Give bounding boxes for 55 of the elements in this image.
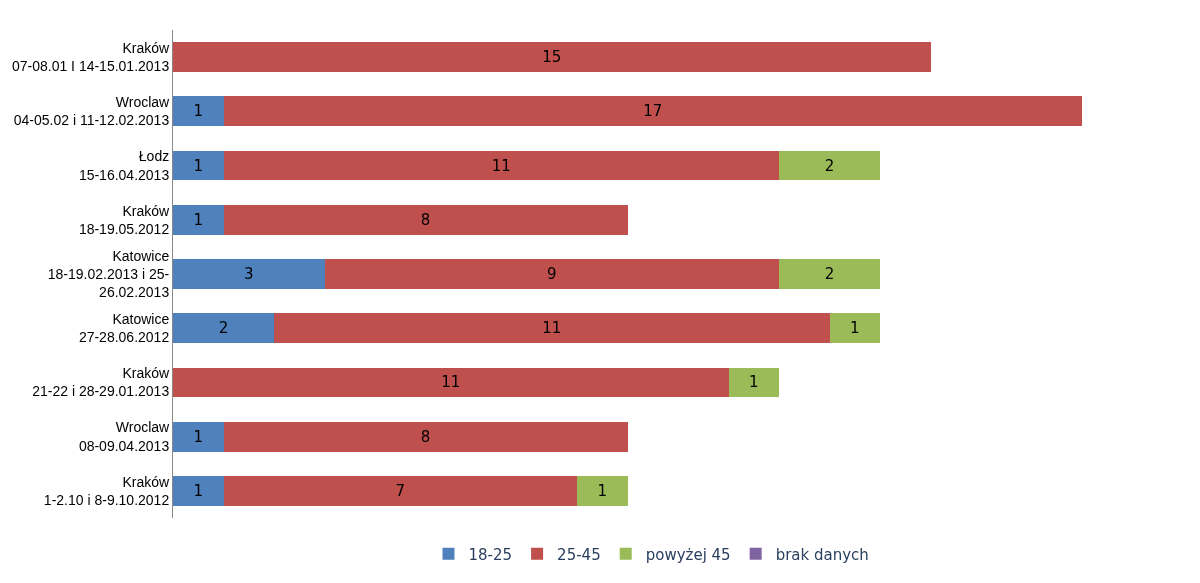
bar (223, 204, 628, 235)
y-tick-label: Kraków 21-22 i 28-29.01.2013 (32, 365, 171, 400)
data-label: 17 (643, 102, 663, 121)
data-label: 1 (193, 156, 204, 175)
data-label: 15 (542, 48, 562, 67)
legend-label: brak danych (775, 545, 869, 564)
y-tick-label: Katowice 27-28.06.2012 (78, 311, 170, 346)
bar (173, 150, 224, 181)
data-label: 3 (243, 265, 254, 283)
y-tick-label: Kraków 18-19.05.2012 (78, 202, 171, 237)
bar (274, 313, 830, 344)
data-label: 1 (193, 427, 204, 446)
data-label: 2 (824, 265, 835, 283)
data-label: 11 (491, 156, 511, 175)
data-label: 7 (395, 481, 406, 500)
data-label: 2 (824, 156, 835, 175)
legend-label: 18-25 (468, 545, 513, 564)
legend-label: powyżej 45 (645, 545, 731, 564)
bar (324, 259, 780, 289)
bar (223, 475, 578, 506)
bar (779, 259, 881, 289)
data-label: 2 (218, 319, 229, 338)
bar (779, 150, 881, 181)
y-tick-label: Łodz 15-16.04.2013 (78, 148, 170, 183)
data-label: 11 (542, 319, 562, 338)
data-label: 8 (420, 210, 431, 229)
y-tick-label: Wroclaw 04-05.02 i 11-12.02.2013 (13, 94, 171, 129)
bar (173, 421, 224, 452)
bar (829, 313, 881, 344)
bar (223, 150, 780, 181)
bar (173, 367, 729, 398)
data-label: 11 (441, 373, 461, 392)
y-tick-label: Wroclaw 08-09.04.2013 (78, 419, 171, 454)
data-label: 1 (193, 102, 204, 121)
bar (577, 475, 628, 506)
bar (173, 204, 224, 235)
data-label: 1 (850, 319, 860, 338)
bar (173, 259, 325, 289)
y-tick-label: Katowice 18-19.02.2013 i 25- 26.02.2013 (47, 247, 170, 301)
bar (173, 42, 931, 73)
data-label: 8 (420, 427, 431, 446)
data-label: 9 (547, 265, 557, 283)
bar (223, 421, 628, 452)
bar (173, 475, 224, 506)
y-tick-label: Kraków 07-08.01 I 14-15.01.2013 (11, 39, 171, 75)
data-label: 1 (749, 373, 759, 392)
bar (173, 96, 224, 127)
bar (173, 313, 275, 344)
data-label: 1 (597, 481, 608, 500)
data-label: 1 (193, 210, 204, 229)
data-label: 1 (193, 481, 204, 500)
bar (223, 96, 1083, 127)
y-tick-label: Kraków 1-2.10 i 8-9.10.2012 (43, 473, 171, 508)
bar (728, 367, 780, 398)
legend-label: 25-45 (557, 545, 601, 564)
